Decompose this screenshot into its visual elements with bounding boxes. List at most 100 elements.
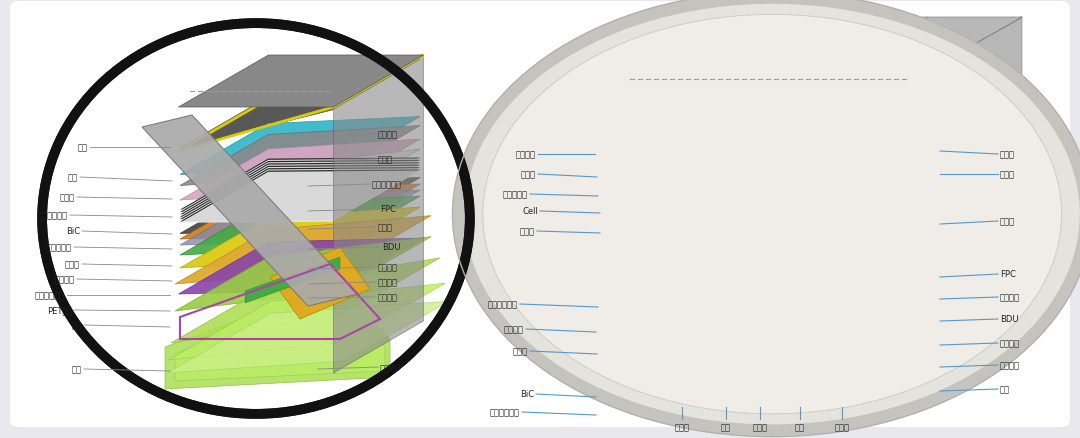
Polygon shape bbox=[180, 60, 420, 148]
Polygon shape bbox=[180, 197, 420, 255]
Polygon shape bbox=[180, 166, 420, 219]
Text: BiC: BiC bbox=[66, 227, 80, 236]
Polygon shape bbox=[636, 122, 1015, 184]
Polygon shape bbox=[635, 97, 1017, 168]
Text: 直冷口: 直冷口 bbox=[753, 423, 768, 431]
Text: Cell: Cell bbox=[522, 207, 538, 216]
Polygon shape bbox=[636, 117, 1015, 178]
Polygon shape bbox=[639, 170, 1009, 234]
Text: 高压口: 高压口 bbox=[835, 423, 850, 431]
Text: 托盘PU: 托盘PU bbox=[380, 363, 402, 372]
Polygon shape bbox=[167, 302, 448, 373]
Text: 通信口: 通信口 bbox=[675, 423, 689, 431]
Polygon shape bbox=[636, 129, 1015, 191]
Text: 结构胶: 结构胶 bbox=[519, 227, 535, 236]
Polygon shape bbox=[178, 238, 423, 294]
Polygon shape bbox=[633, 86, 1021, 155]
Text: 陶瓷膜: 陶瓷膜 bbox=[378, 155, 393, 164]
Text: 正极引出铜排: 正极引出铜排 bbox=[372, 180, 402, 189]
Polygon shape bbox=[180, 184, 420, 240]
Ellipse shape bbox=[485, 18, 1059, 412]
Polygon shape bbox=[632, 18, 1022, 80]
Polygon shape bbox=[270, 247, 370, 319]
Text: 通信接口: 通信接口 bbox=[378, 278, 399, 287]
Text: 导热结构胶: 导热结构胶 bbox=[48, 243, 72, 252]
Polygon shape bbox=[636, 120, 1015, 181]
Polygon shape bbox=[638, 159, 1011, 220]
Ellipse shape bbox=[42, 24, 470, 414]
Text: 密封盖: 密封盖 bbox=[1000, 170, 1015, 179]
Polygon shape bbox=[632, 18, 1022, 140]
Polygon shape bbox=[180, 160, 420, 212]
Text: 托盘: 托盘 bbox=[72, 365, 82, 374]
Polygon shape bbox=[638, 161, 1011, 221]
Polygon shape bbox=[180, 165, 420, 217]
Polygon shape bbox=[180, 162, 420, 214]
Text: 导外结构胶: 导外结构胶 bbox=[503, 190, 528, 199]
Polygon shape bbox=[180, 171, 420, 223]
Polygon shape bbox=[180, 117, 420, 175]
Polygon shape bbox=[636, 118, 1015, 180]
Polygon shape bbox=[639, 177, 1009, 244]
Polygon shape bbox=[180, 208, 420, 268]
Polygon shape bbox=[627, 294, 937, 392]
Text: 直冷板: 直冷板 bbox=[60, 193, 75, 202]
Polygon shape bbox=[636, 125, 1015, 187]
Text: 保护盖: 保护盖 bbox=[65, 260, 80, 269]
Polygon shape bbox=[636, 127, 1015, 188]
Polygon shape bbox=[636, 134, 1015, 195]
Text: 电芯: 电芯 bbox=[68, 173, 78, 182]
Polygon shape bbox=[636, 121, 1015, 183]
Polygon shape bbox=[637, 138, 1013, 202]
Polygon shape bbox=[334, 56, 423, 373]
Text: 负极引出铜排: 负极引出铜排 bbox=[35, 291, 65, 300]
Polygon shape bbox=[636, 124, 1015, 185]
Text: BDU: BDU bbox=[382, 243, 401, 252]
Polygon shape bbox=[632, 78, 1022, 146]
Polygon shape bbox=[637, 199, 1013, 270]
Polygon shape bbox=[180, 178, 420, 234]
Text: 压板: 压板 bbox=[721, 423, 731, 431]
Polygon shape bbox=[165, 284, 390, 389]
Ellipse shape bbox=[483, 15, 1062, 414]
Polygon shape bbox=[180, 159, 420, 211]
Text: 陶瓷线束: 陶瓷线束 bbox=[378, 130, 399, 139]
Polygon shape bbox=[180, 158, 420, 210]
Text: PET垫片: PET垫片 bbox=[46, 306, 72, 315]
Polygon shape bbox=[636, 135, 1015, 197]
Polygon shape bbox=[245, 258, 340, 303]
Text: 总线导板: 总线导板 bbox=[516, 150, 536, 159]
Text: 单体间连接片: 单体间连接片 bbox=[38, 211, 68, 220]
Polygon shape bbox=[175, 237, 431, 311]
Polygon shape bbox=[637, 145, 1013, 208]
Text: BiC: BiC bbox=[519, 390, 534, 399]
FancyBboxPatch shape bbox=[10, 2, 1070, 427]
Polygon shape bbox=[180, 168, 420, 220]
Text: 螺钉: 螺钉 bbox=[1000, 385, 1010, 394]
Text: 保护盖: 保护盖 bbox=[1000, 217, 1015, 226]
Polygon shape bbox=[180, 170, 420, 222]
Polygon shape bbox=[633, 227, 1021, 310]
Polygon shape bbox=[180, 163, 420, 215]
Polygon shape bbox=[912, 18, 1022, 349]
Polygon shape bbox=[175, 294, 384, 381]
Text: 绝缘隔位垫片: 绝缘隔位垫片 bbox=[488, 300, 518, 309]
Polygon shape bbox=[180, 140, 420, 201]
Polygon shape bbox=[168, 284, 445, 360]
Text: 顶板: 顶板 bbox=[78, 143, 87, 152]
Text: 塑胶支架: 塑胶支架 bbox=[1000, 293, 1020, 302]
Polygon shape bbox=[180, 191, 420, 245]
Polygon shape bbox=[178, 56, 423, 108]
Polygon shape bbox=[636, 210, 1015, 288]
Polygon shape bbox=[632, 209, 917, 262]
Polygon shape bbox=[624, 128, 920, 341]
Text: 底部防火: 底部防火 bbox=[1000, 360, 1020, 370]
Polygon shape bbox=[636, 131, 1015, 192]
Text: 压板: 压板 bbox=[795, 423, 805, 431]
Polygon shape bbox=[630, 270, 1026, 361]
Polygon shape bbox=[638, 155, 1011, 215]
Text: 塑壳板: 塑壳板 bbox=[378, 223, 393, 232]
Polygon shape bbox=[180, 126, 420, 186]
Polygon shape bbox=[141, 116, 357, 306]
Polygon shape bbox=[638, 162, 1011, 223]
